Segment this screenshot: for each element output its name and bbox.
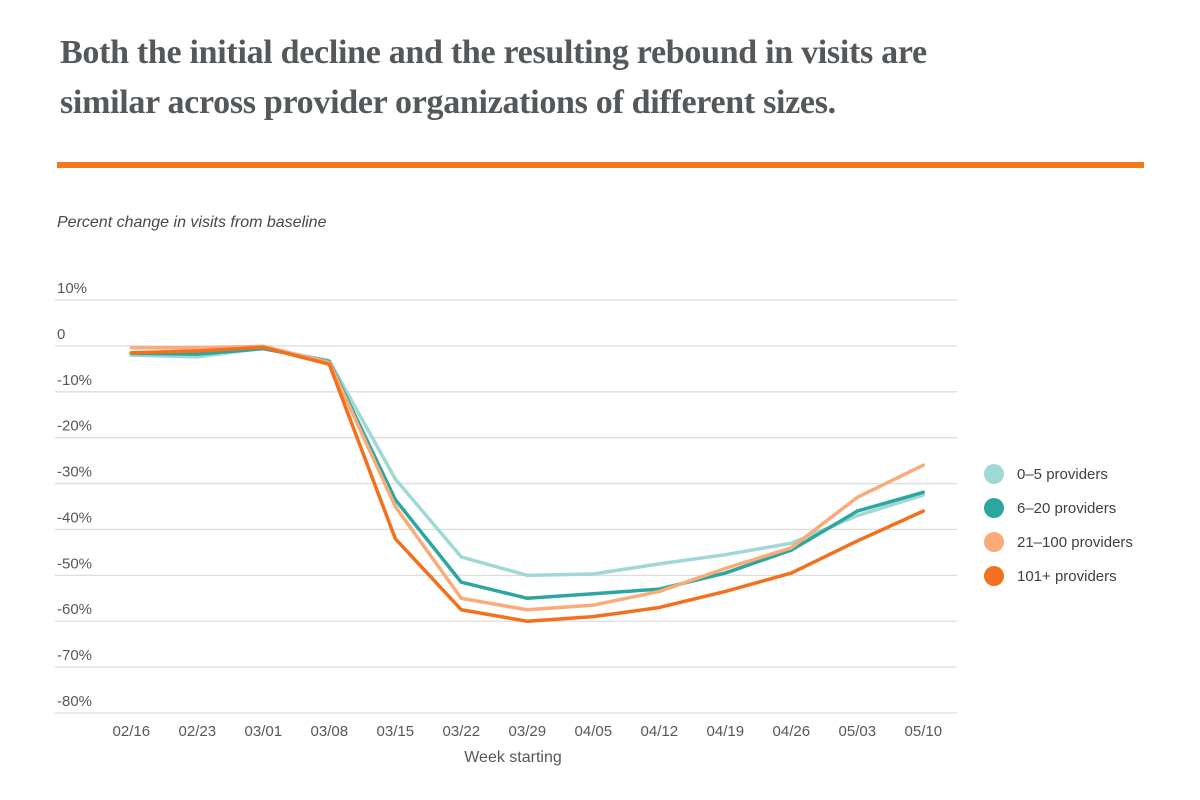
page-title: Both the initial decline and the resulti… xyxy=(60,28,1170,128)
y-tick-label: -50% xyxy=(57,555,92,572)
legend-swatch xyxy=(984,532,1004,552)
series-line xyxy=(129,344,926,612)
page-title-line-1: Both the initial decline and the resulti… xyxy=(60,34,927,71)
page-title-line-2: similar across provider organizations of… xyxy=(60,84,836,121)
legend-label: 101+ providers xyxy=(1017,567,1117,585)
y-tick-label: -80% xyxy=(57,693,92,710)
legend-label: 21–100 providers xyxy=(1017,533,1133,551)
x-tick-label: 04/26 xyxy=(773,723,811,740)
x-tick-label: 03/15 xyxy=(377,723,415,740)
series-line xyxy=(129,346,926,601)
legend-label: 6–20 providers xyxy=(1017,499,1117,517)
legend-item: 0–5 providers xyxy=(984,464,1133,484)
x-axis-title: Week starting xyxy=(464,749,562,766)
legend-item: 6–20 providers xyxy=(984,498,1133,518)
chart-legend: 0–5 providers 6–20 providers 21–100 provid… xyxy=(984,464,1133,586)
series-line xyxy=(129,345,926,623)
y-tick-label: -10% xyxy=(57,372,92,389)
legend-label: 0–5 providers xyxy=(1017,465,1108,483)
y-tick-label: -30% xyxy=(57,464,92,481)
x-tick-label: 02/16 xyxy=(113,723,151,740)
y-tick-label: -40% xyxy=(57,509,92,526)
legend-item: 101+ providers xyxy=(984,566,1133,586)
legend-swatch xyxy=(984,566,1004,586)
x-tick-label: 05/03 xyxy=(839,723,877,740)
legend-swatch xyxy=(984,498,1004,518)
x-tick-label: 03/22 xyxy=(443,723,481,740)
y-tick-label: 10% xyxy=(57,280,87,297)
y-tick-label: -20% xyxy=(57,418,92,435)
x-tick-label: 03/01 xyxy=(245,723,283,740)
y-axis-title: Percent change in visits from baseline xyxy=(57,214,327,231)
x-tick-label: 05/10 xyxy=(905,723,943,740)
legend-item: 21–100 providers xyxy=(984,532,1133,552)
x-tick-label: 04/19 xyxy=(707,723,745,740)
x-tick-label: 04/12 xyxy=(641,723,679,740)
x-tick-label: 02/23 xyxy=(179,723,217,740)
y-tick-label: -70% xyxy=(57,647,92,664)
y-tick-label: -60% xyxy=(57,601,92,618)
x-tick-label: 04/05 xyxy=(575,723,613,740)
title-divider-rule xyxy=(57,162,1144,168)
legend-swatch xyxy=(984,464,1004,484)
x-tick-label: 03/08 xyxy=(311,723,349,740)
y-tick-label: 0 xyxy=(57,326,65,343)
x-tick-label: 03/29 xyxy=(509,723,547,740)
